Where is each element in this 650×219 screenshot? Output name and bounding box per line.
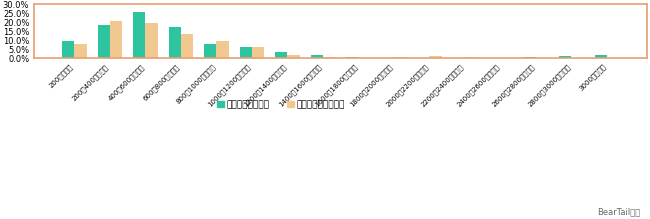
Bar (133, 12, 146, 58)
Bar (62, 41, 75, 58)
Bar (75, 44, 87, 58)
Bar (204, 44, 216, 58)
Bar (275, 52, 287, 58)
Text: BearTail調べ: BearTail調べ (597, 208, 640, 217)
Bar (287, 55, 300, 58)
Bar (216, 41, 229, 58)
Bar (523, 57, 536, 58)
Bar (394, 57, 406, 58)
Bar (465, 57, 477, 58)
Bar (110, 21, 122, 58)
Legend: 家計簿付けている, 家計簿付けていない: 家計簿付けている, 家計簿付けていない (214, 96, 348, 113)
Bar (252, 47, 265, 58)
Bar (559, 56, 571, 58)
Bar (146, 23, 158, 58)
Bar (98, 25, 110, 58)
Bar (595, 55, 607, 58)
Bar (239, 47, 252, 58)
Bar (311, 55, 323, 58)
Bar (346, 57, 358, 58)
Bar (168, 27, 181, 58)
Bar (323, 57, 335, 58)
Bar (430, 56, 442, 58)
Bar (181, 34, 193, 58)
